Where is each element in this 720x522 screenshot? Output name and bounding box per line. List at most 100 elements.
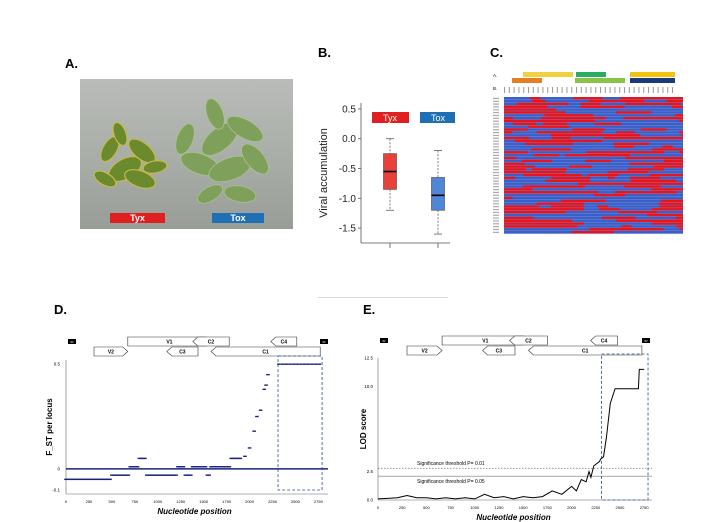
ir-block-left — [380, 338, 388, 343]
heatmap-cell — [630, 211, 658, 214]
heatmap-cell — [522, 122, 536, 126]
gene-bar — [630, 72, 675, 77]
column-tick — [614, 87, 616, 93]
heatmap-cell — [566, 185, 586, 188]
column-tick — [624, 87, 625, 93]
x-axis-label: Nucleotide position — [476, 513, 550, 522]
highlight-region — [601, 353, 649, 501]
heatmap-cell — [651, 208, 667, 211]
heatmap-cell — [638, 151, 664, 154]
data-point — [78, 478, 83, 481]
heatmap-cell — [522, 185, 567, 188]
y-tick-label: 10.0 — [364, 384, 373, 389]
y-axis-label: LOD score — [359, 408, 368, 449]
column-tick — [619, 87, 621, 93]
y-axis-label: F_ST per locus — [45, 398, 54, 456]
panel-c-letter: C. — [490, 45, 503, 60]
data-point — [211, 466, 215, 468]
column-tick — [600, 87, 601, 93]
heatmap-cell — [504, 211, 544, 214]
heatmap-cell — [504, 165, 535, 168]
heatmap-cell — [545, 179, 590, 183]
row-label-mark — [493, 106, 499, 108]
heatmap-cell — [621, 225, 632, 228]
heatmap-cell — [620, 97, 653, 100]
row-label-mark — [493, 174, 499, 176]
gene-arrow-c3 — [166, 346, 199, 357]
heatmap-cell — [536, 202, 547, 205]
heatmap-cell — [652, 148, 676, 151]
data-point — [243, 455, 247, 458]
heatmap-cell — [513, 122, 523, 126]
heatmap-cell — [504, 188, 533, 191]
heatmap-cell — [543, 211, 566, 214]
heatmap-cell — [523, 173, 534, 177]
heatmap-cell — [504, 128, 528, 131]
data-point — [154, 474, 158, 476]
heatmap-cell — [677, 199, 683, 203]
x-tick-label: 2000 — [567, 505, 577, 510]
heatmap-cell — [540, 116, 581, 120]
data-point — [119, 474, 123, 476]
heatmap-cell — [504, 208, 522, 211]
data-point — [264, 384, 268, 386]
data-point — [203, 466, 208, 468]
heatmap-cell — [671, 105, 683, 108]
data-point — [106, 478, 111, 481]
gene-label-v2: V2 — [421, 349, 427, 355]
x-tick-label: 1250 — [495, 505, 505, 510]
heatmap-cell — [631, 116, 648, 120]
gene-arrow-v2 — [406, 345, 443, 356]
data-point — [117, 474, 122, 476]
heatmap-cell — [546, 202, 585, 205]
x-tick-label: 750 — [131, 499, 138, 504]
heatmap-column-labels — [504, 87, 673, 93]
heatmap-cell — [529, 97, 541, 100]
heatmap-cells — [493, 97, 683, 234]
row-label-mark — [493, 149, 499, 151]
fst-scatter-chart: IR IR V1 V2 C3 C2 C1 C4 0.5 0 -0.1 0 250 500 750 1000 1… — [45, 336, 328, 516]
row-label-mark — [493, 120, 499, 122]
row-label-mark — [493, 191, 499, 194]
row-label-mark — [493, 134, 499, 137]
data-point — [71, 478, 76, 481]
heatmap-cell — [681, 134, 683, 137]
data-point — [124, 474, 129, 476]
y-tick-label: -0.1 — [52, 487, 60, 492]
column-tick — [672, 87, 673, 93]
heatmap-cell — [532, 208, 555, 211]
heatmap-cell — [543, 122, 567, 126]
heatmap-cell — [586, 191, 598, 194]
heatmap-cell — [625, 102, 651, 106]
y-tick-label: 12.5 — [364, 356, 373, 361]
column-tick — [609, 87, 611, 93]
row-label-mark — [493, 226, 499, 228]
heatmap-cell — [504, 119, 517, 123]
heatmap-cell — [659, 219, 683, 222]
heatmap-cell — [580, 134, 621, 137]
heatmap-cell — [532, 99, 546, 103]
gene-bar — [630, 78, 675, 83]
data-point — [152, 474, 156, 476]
x-tick-label: 500 — [423, 505, 430, 510]
data-point — [66, 478, 70, 481]
heatmap-cell — [615, 111, 623, 114]
data-point — [317, 363, 322, 365]
data-point — [110, 474, 114, 476]
heatmap-cell — [504, 168, 526, 171]
x-tick-label: 0 — [65, 499, 68, 504]
heatmap-cell — [504, 108, 521, 111]
column-tick — [576, 87, 577, 93]
heatmap-cell — [626, 182, 665, 185]
column-tick — [504, 87, 505, 93]
row-label-mark — [493, 140, 499, 142]
heatmap-cell — [532, 111, 552, 114]
column-tick — [571, 87, 573, 93]
column-tick — [662, 87, 664, 93]
x-tick-label: 500 — [109, 499, 116, 504]
gene-label-c3: C3 — [496, 349, 503, 355]
heatmap-cell — [569, 131, 603, 134]
heatmap-cell — [521, 159, 552, 163]
x-tick-label: 2000 — [245, 499, 255, 504]
data-point — [170, 474, 175, 476]
